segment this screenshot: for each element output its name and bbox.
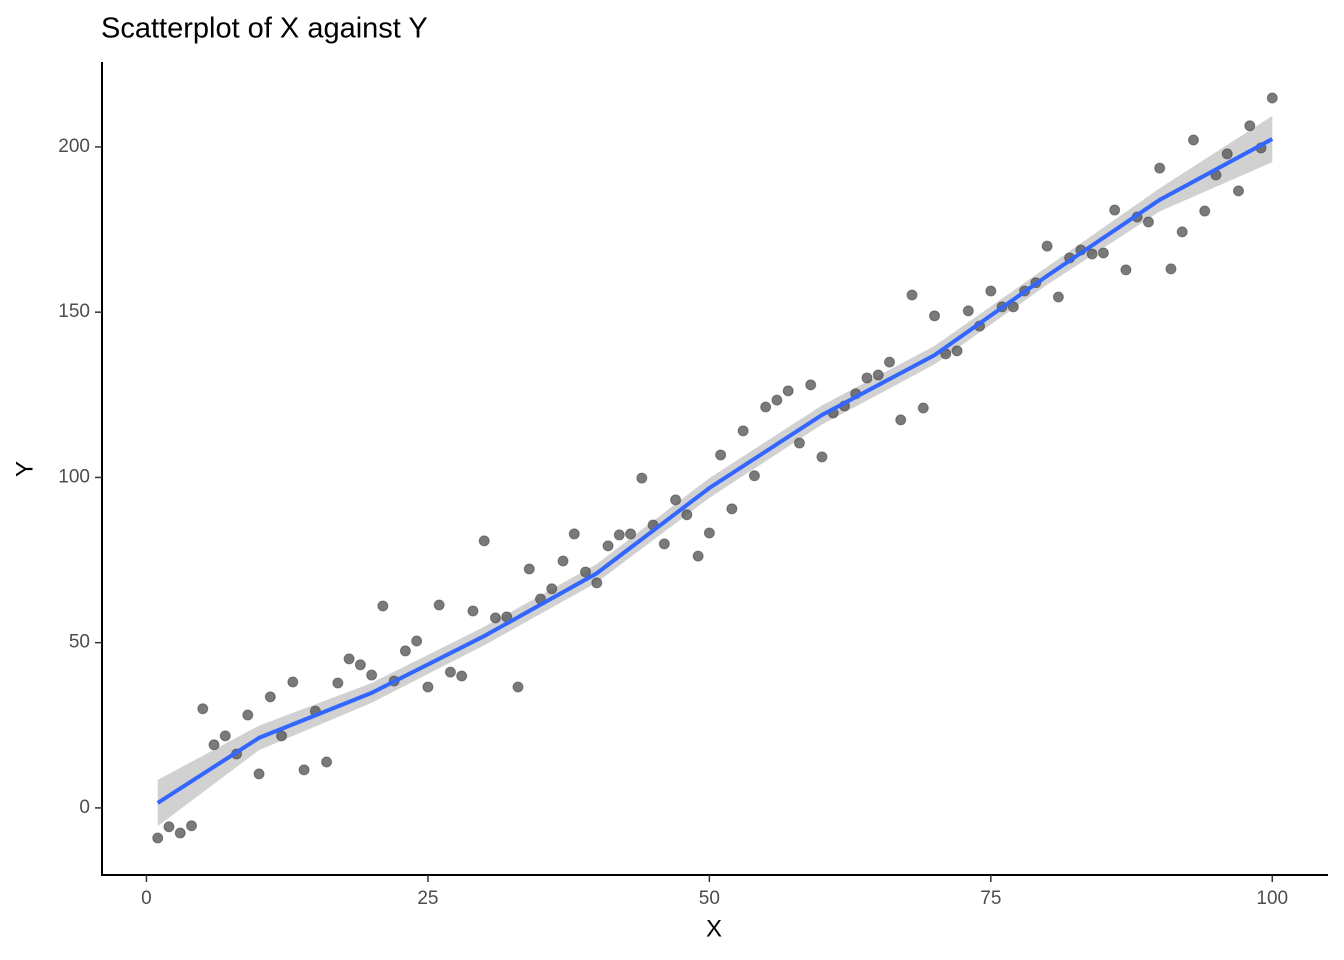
y-tick-label: 100 [58,466,90,487]
y-tick-label: 50 [69,632,90,653]
confidence-band [157,115,1273,827]
point [951,345,963,357]
point [872,369,884,381]
point [1142,216,1154,228]
point [805,379,817,391]
point [197,703,209,715]
point [636,472,648,484]
point [433,599,445,611]
point [512,681,524,693]
x-tick-label: 50 [699,888,720,909]
point [692,550,704,562]
point [1120,264,1132,276]
y-tick-label: 150 [58,301,90,322]
point [489,612,501,624]
point [163,821,175,833]
point [1109,204,1121,216]
point [681,509,693,521]
point [1187,134,1199,146]
point [253,768,265,780]
x-tick-label: 25 [417,888,438,909]
point [861,372,873,384]
point [1232,185,1244,197]
point [580,566,592,578]
point [1097,247,1109,259]
smooth-line [156,137,1274,805]
point [917,402,929,414]
point [962,305,974,317]
point [816,451,828,463]
point [152,832,164,844]
point [929,310,941,322]
y-tick-label: 200 [58,136,90,157]
x-tick-label: 100 [1256,888,1288,909]
point [264,691,276,703]
point [444,666,456,678]
chart-title: Scatterplot of X against Y [101,13,428,45]
point [670,494,682,506]
point [557,555,569,567]
point [906,289,918,301]
point [985,285,997,297]
point [219,730,231,742]
point [591,577,603,589]
point [354,659,366,671]
point [1199,205,1211,217]
point [1154,162,1166,174]
point [1052,291,1064,303]
point [613,529,625,541]
point [1041,240,1053,252]
point [760,401,772,413]
point [737,425,749,437]
point [546,583,558,595]
point [1176,226,1188,238]
point [411,635,423,647]
point [174,827,186,839]
point [343,653,355,665]
point [1266,92,1278,104]
point [366,669,378,681]
point [782,385,794,397]
point [422,681,434,693]
point [602,540,614,552]
point [1086,248,1098,260]
y-tick-label: 0 [79,797,90,818]
point [625,528,637,540]
point [703,527,715,539]
point [298,764,310,776]
point [1165,263,1177,275]
point [895,414,907,426]
x-tick-label: 0 [141,888,152,909]
point [883,356,895,368]
point [456,670,468,682]
point [332,677,344,689]
point [377,600,389,612]
point [321,756,333,768]
point [1221,148,1233,160]
point [399,645,411,657]
point [523,563,535,575]
point [208,739,220,751]
point [726,503,738,515]
point [287,676,299,688]
point [467,605,479,617]
point [748,470,760,482]
point [478,535,490,547]
point [568,528,580,540]
point [242,709,254,721]
x-axis-title: X [706,915,722,942]
point [658,538,670,550]
point [793,437,805,449]
point [771,394,783,406]
point [1244,120,1256,132]
x-tick-label: 75 [980,888,1001,909]
y-axis-title: Y [11,461,38,477]
point [715,449,727,461]
point [186,820,198,832]
